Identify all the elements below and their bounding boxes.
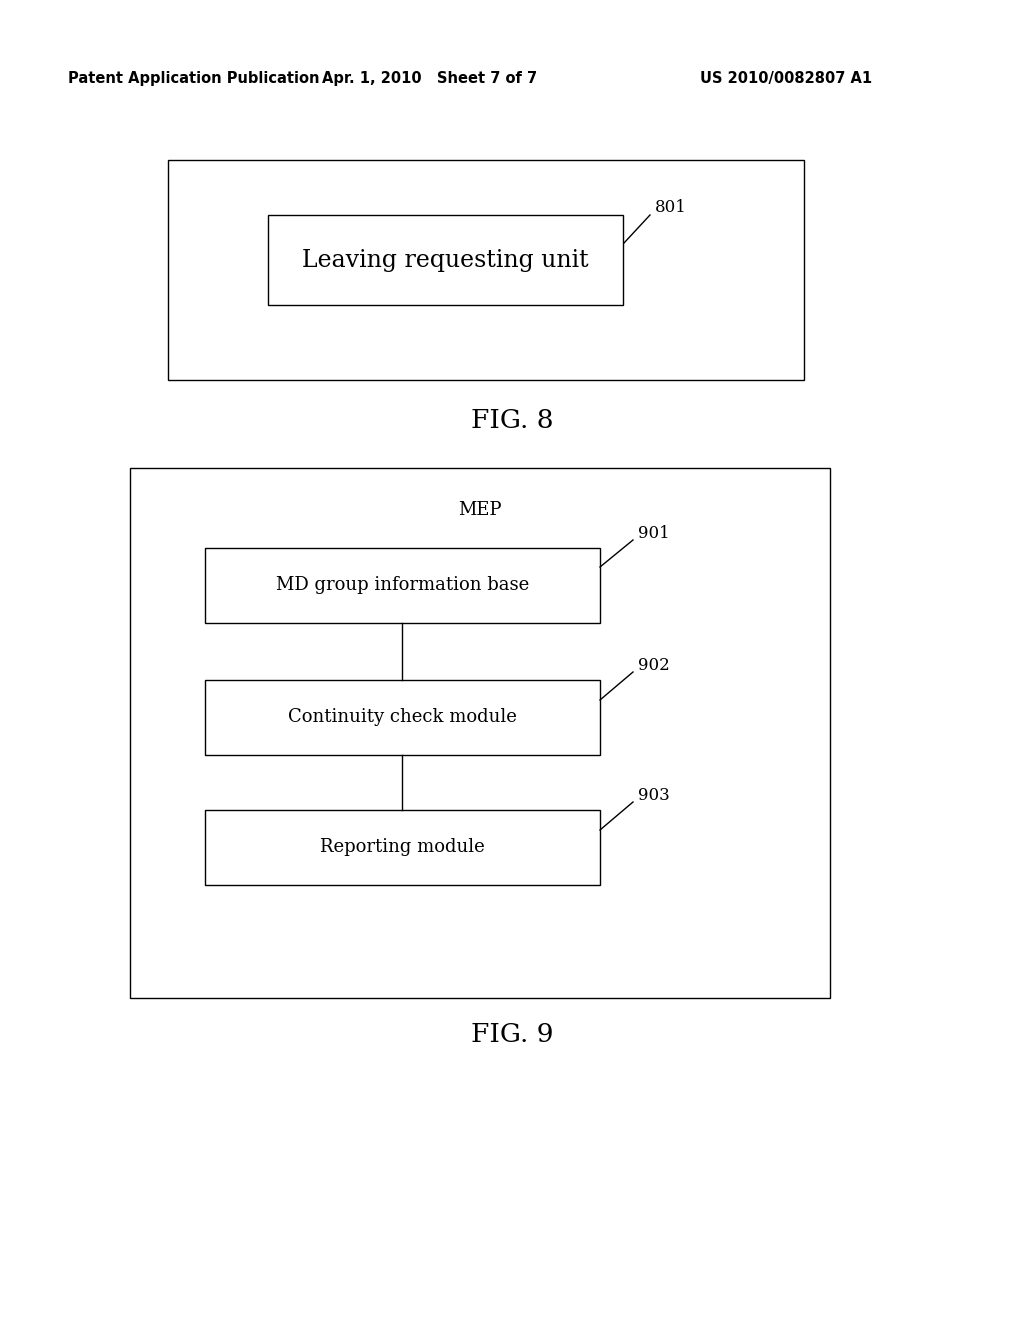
Text: MEP: MEP bbox=[459, 502, 502, 519]
Bar bbox=[205, 810, 600, 884]
Text: Reporting module: Reporting module bbox=[321, 838, 485, 857]
Text: 801: 801 bbox=[655, 199, 687, 216]
Text: 903: 903 bbox=[638, 787, 670, 804]
Text: Patent Application Publication: Patent Application Publication bbox=[68, 70, 319, 86]
Text: US 2010/0082807 A1: US 2010/0082807 A1 bbox=[700, 70, 872, 86]
Bar bbox=[130, 469, 830, 998]
Text: 901: 901 bbox=[638, 524, 670, 541]
Text: Apr. 1, 2010   Sheet 7 of 7: Apr. 1, 2010 Sheet 7 of 7 bbox=[323, 70, 538, 86]
Text: Leaving requesting unit: Leaving requesting unit bbox=[302, 248, 589, 272]
Bar bbox=[205, 548, 600, 623]
Bar bbox=[168, 160, 804, 380]
Text: MD group information base: MD group information base bbox=[275, 577, 529, 594]
Bar bbox=[268, 215, 623, 305]
Text: Continuity check module: Continuity check module bbox=[288, 709, 517, 726]
Text: FIG. 8: FIG. 8 bbox=[471, 408, 553, 433]
Text: 902: 902 bbox=[638, 656, 670, 673]
Bar bbox=[205, 680, 600, 755]
Text: FIG. 9: FIG. 9 bbox=[471, 1023, 553, 1048]
